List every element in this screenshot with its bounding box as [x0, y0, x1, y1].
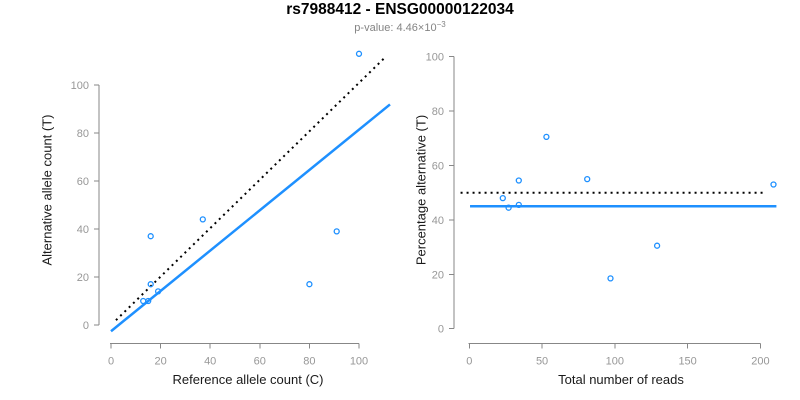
data-point — [154, 288, 162, 295]
data-point — [770, 181, 777, 188]
y-tick-label: 0 — [438, 324, 444, 336]
figure-subtitle: p-value: 4.46×10−3 — [0, 20, 800, 34]
y-tick-label: 40 — [432, 215, 444, 227]
data-point — [505, 204, 512, 211]
data-point — [499, 194, 506, 202]
pvalue-exponent: −3 — [436, 20, 446, 29]
y-tick-label: 60 — [432, 161, 444, 173]
data-point — [584, 175, 591, 183]
x-tick-label: 150 — [678, 356, 696, 368]
y-tick-label: 100 — [426, 52, 444, 64]
pvalue-text: p-value: 4.46×10 — [354, 22, 437, 34]
y-tick-label: 100 — [71, 80, 89, 92]
data-point — [199, 216, 206, 223]
x-tick-label: 0 — [466, 356, 472, 368]
x-tick-label: 200 — [751, 356, 769, 368]
data-point — [653, 242, 661, 249]
x-tick-label: 50 — [536, 356, 548, 368]
y-tick-label: 20 — [432, 269, 444, 281]
x-tick-label: 100 — [350, 356, 368, 368]
left-y-axis-title: Alternative allele count (T) — [39, 114, 55, 266]
y-tick-label: 0 — [83, 320, 89, 332]
right-y-axis-title: Percentage alternative (T) — [413, 114, 429, 266]
data-point — [607, 275, 614, 282]
data-point — [515, 177, 522, 184]
x-tick-label: 0 — [108, 356, 114, 368]
y-tick-label: 60 — [77, 176, 89, 188]
x-tick-label: 100 — [606, 356, 624, 368]
right-x-axis-title: Total number of reads — [558, 372, 684, 387]
y-tick-label: 80 — [432, 106, 444, 118]
identity-dotted-line — [115, 55, 387, 321]
y-tick-label: 80 — [77, 128, 89, 140]
data-point — [147, 233, 154, 240]
data-point — [543, 133, 550, 141]
data-point — [140, 297, 147, 305]
left-x-axis-title: Reference allele count (C) — [172, 372, 324, 387]
data-point — [515, 201, 522, 209]
figure-title: rs7988412 - ENSG00000122034 — [286, 1, 514, 18]
panel-left: 0 20 40 60 80 100 0 20 40 60 80 100 — [71, 50, 391, 368]
x-tick-label: 60 — [254, 356, 266, 368]
data-point — [306, 281, 313, 288]
x-tick-label: 80 — [303, 356, 315, 368]
data-point — [333, 228, 340, 235]
x-tick-label: 20 — [154, 356, 166, 368]
panel-right: 0 50 100 150 200 0 20 40 60 80 100 — [426, 52, 777, 368]
y-tick-label: 40 — [77, 224, 89, 236]
y-tick-label: 20 — [77, 272, 89, 284]
data-point — [147, 281, 154, 288]
x-tick-label: 40 — [204, 356, 216, 368]
data-point — [355, 50, 363, 57]
fit-solid-line — [110, 103, 391, 333]
